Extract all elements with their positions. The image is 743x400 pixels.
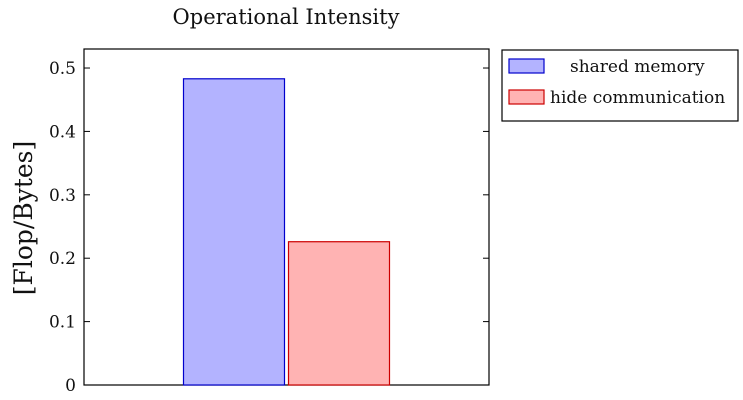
y-tick-label: 0.1 xyxy=(49,313,76,333)
y-tick-label: 0 xyxy=(65,376,76,396)
legend-label-shared-memory: shared memory xyxy=(570,57,705,77)
y-tick-label: 0.3 xyxy=(49,186,76,206)
y-tick-label: 0.5 xyxy=(49,59,76,79)
plot-frame xyxy=(83,48,490,386)
y-tick-label: 0.2 xyxy=(49,249,76,269)
legend: shared memory hide communication xyxy=(501,49,739,122)
plot-area: 0 0.1 0.2 0.3 0.4 0.5 xyxy=(49,48,490,396)
bar-hide-communication xyxy=(287,241,391,386)
legend-swatch-hide-communication xyxy=(508,89,545,105)
legend-swatch-shared-memory xyxy=(508,58,545,74)
bar-shared-memory xyxy=(182,78,286,386)
y-axis-label: [Flop/Bytes] xyxy=(9,141,38,296)
legend-label-hide-communication: hide communication xyxy=(550,88,725,108)
y-axis-label-group: [Flop/Bytes] xyxy=(9,141,38,296)
y-tick-label: 0.4 xyxy=(49,122,76,142)
chart-title: Operational Intensity xyxy=(173,5,400,29)
